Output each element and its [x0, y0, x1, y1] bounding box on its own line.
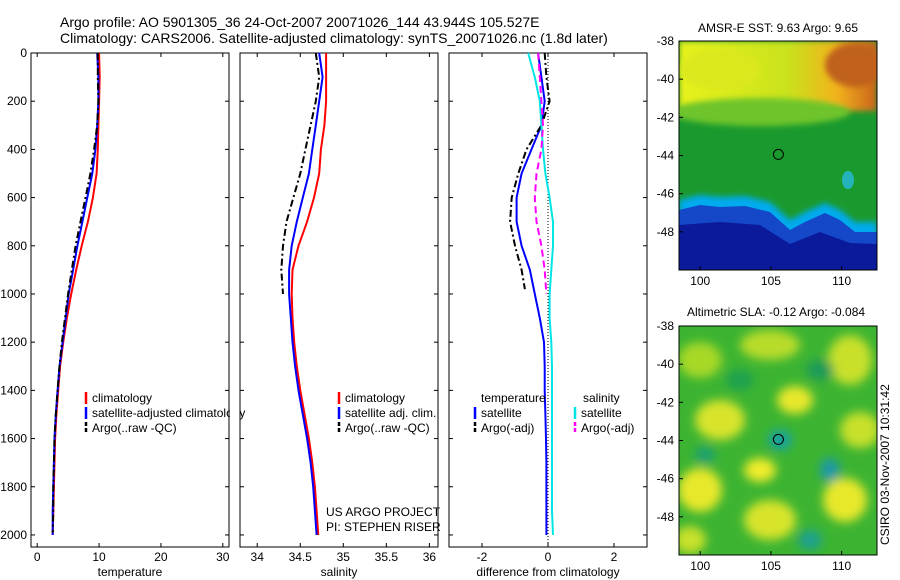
map-x-tick-label: 105 — [761, 274, 781, 288]
series-line-argo-raw-qc- — [280, 52, 321, 295]
series-line-climatology — [51, 52, 101, 536]
series-line-argo-raw-qc- — [51, 53, 100, 533]
y-tick-label: 800 — [7, 239, 27, 253]
legend-label-argo: Argo(..raw -QC) — [92, 421, 177, 435]
header-title-line1: Argo profile: AO 5901305_36 24-Oct-2007 … — [60, 14, 540, 30]
y-tick-label: 2000 — [0, 528, 27, 542]
map-x-tick-label: 100 — [690, 559, 710, 573]
map-y-tick-label: -38 — [657, 34, 675, 48]
map-x-tick-label: 105 — [761, 559, 781, 573]
salinity-panel-frame — [239, 52, 439, 548]
map-y-tick-label: -40 — [657, 357, 675, 371]
x-tick-label: 34 — [251, 550, 265, 564]
y-tick-label: 400 — [7, 142, 27, 156]
x-tick-label: 0 — [34, 550, 41, 564]
x-tick-label: 10 — [92, 550, 106, 564]
series-line-temperature-argo-adj- — [509, 52, 551, 290]
series-line-climatology — [290, 53, 328, 536]
legend-label-temp-satellite: satellite — [481, 406, 522, 420]
legend-label-climatology: climatology — [92, 391, 152, 405]
map-x-tick-label: 110 — [832, 559, 851, 573]
salinity-axis-ticks: 34 34.5 35 35.5 36 — [240, 52, 438, 564]
salinity-legend: climatology satellite adj. clim. Argo(..… — [337, 391, 436, 435]
map-y-tick-label: -48 — [657, 225, 675, 239]
map-x-tick-label: 110 — [832, 274, 851, 288]
x-tick-label: 30 — [216, 550, 230, 564]
y-tick-label: 1000 — [0, 287, 27, 301]
legend-label-sal-argo: Argo(-adj) — [581, 421, 634, 435]
sla-argo-location-marker — [772, 433, 784, 445]
salinity-series — [280, 52, 328, 536]
map-x-tick-label: 100 — [690, 274, 710, 288]
x-tick-label: 36 — [423, 550, 437, 564]
y-tick-label: 0 — [20, 46, 27, 60]
y-tick-label: 1400 — [0, 383, 27, 397]
map-y-tick-label: -48 — [657, 510, 675, 524]
legend-label-argo: Argo(..raw -QC) — [345, 421, 430, 435]
y-tick-label: 600 — [7, 191, 27, 205]
x-tick-label: 0 — [545, 550, 552, 564]
temperature-legend: climatology satellite-adjusted climatolo… — [84, 391, 245, 435]
legend-label-climatology: climatology — [345, 391, 405, 405]
sst-map-ticks: 100 105 110 -38 -40 -42 -44 -46 -48 — [657, 34, 852, 288]
map-y-tick-label: -42 — [657, 110, 675, 124]
sla-heatmap — [679, 326, 877, 555]
legend-label-satellite: satellite adj. clim. — [345, 406, 436, 420]
timestamp-side-label: CSIRO 03-Nov-2007 10:31:42 — [878, 384, 892, 545]
map-y-tick-label: -44 — [657, 434, 675, 448]
series-line-salinity-satellite — [527, 52, 554, 536]
x-tick-label: 35 — [337, 550, 351, 564]
difference-legend: temperature salinity satellite Argo(-adj… — [473, 391, 634, 435]
x-tick-label: 35.5 — [375, 550, 399, 564]
legend-label-temp-argo: Argo(-adj) — [481, 421, 534, 435]
map-y-tick-label: -42 — [657, 395, 675, 409]
map-y-tick-label: -44 — [657, 149, 675, 163]
series-line-salinity-argo-adj- — [533, 52, 548, 295]
series-line-satellite-adjusted-climatology — [51, 52, 100, 535]
x-tick-label: 2 — [611, 550, 618, 564]
sla-map-ticks: 100 105 110 -38 -40 -42 -44 -46 -48 — [657, 319, 852, 573]
header-title-line2: Climatology: CARS2006. Satellite-adjuste… — [60, 30, 608, 46]
sst-heatmap — [679, 41, 877, 270]
sst-argo-location-marker — [772, 148, 784, 160]
series-line-temperature-satellite — [515, 52, 548, 535]
y-tick-label: 1800 — [0, 480, 27, 494]
legend-label-sal-satellite: satellite — [581, 406, 622, 420]
map-y-tick-label: -46 — [657, 187, 675, 201]
x-tick-label: -2 — [477, 550, 488, 564]
temperature-panel-frame — [30, 52, 230, 548]
x-tick-label: 34.5 — [289, 550, 313, 564]
y-tick-label: 1600 — [0, 432, 27, 446]
map-y-tick-label: -38 — [657, 319, 675, 333]
temperature-xlabel: temperature — [98, 565, 163, 579]
legend-label-satellite: satellite-adjusted climatology — [92, 406, 245, 420]
x-tick-label: 20 — [154, 550, 168, 564]
map-y-tick-label: -46 — [657, 472, 675, 486]
y-tick-label: 200 — [7, 94, 27, 108]
salinity-xlabel: salinity — [321, 565, 358, 579]
sst-map-title: AMSR-E SST: 9.63 Argo: 9.65 — [698, 21, 858, 35]
project-annotation-line2: PI: STEPHEN RISER — [326, 520, 441, 534]
project-annotation-line1: US ARGO PROJECT — [326, 505, 441, 519]
difference-xlabel: difference from climatology — [476, 565, 619, 579]
sla-map-title: Altimetric SLA: -0.12 Argo: -0.084 — [687, 305, 865, 319]
legend-header-temperature: temperature — [481, 391, 546, 405]
difference-series — [509, 52, 554, 536]
legend-header-salinity: salinity — [583, 391, 620, 405]
temperature-axis-ticks: 0 10 20 30 0 200 400 600 800 1000 1200 1400 1600 1800… — [0, 46, 230, 564]
map-y-tick-label: -40 — [657, 72, 675, 86]
series-line-satellite-adj-clim- — [288, 52, 324, 536]
legend-overflow-mask — [230, 380, 239, 440]
temperature-series — [51, 52, 101, 536]
y-tick-label: 1200 — [0, 335, 27, 349]
